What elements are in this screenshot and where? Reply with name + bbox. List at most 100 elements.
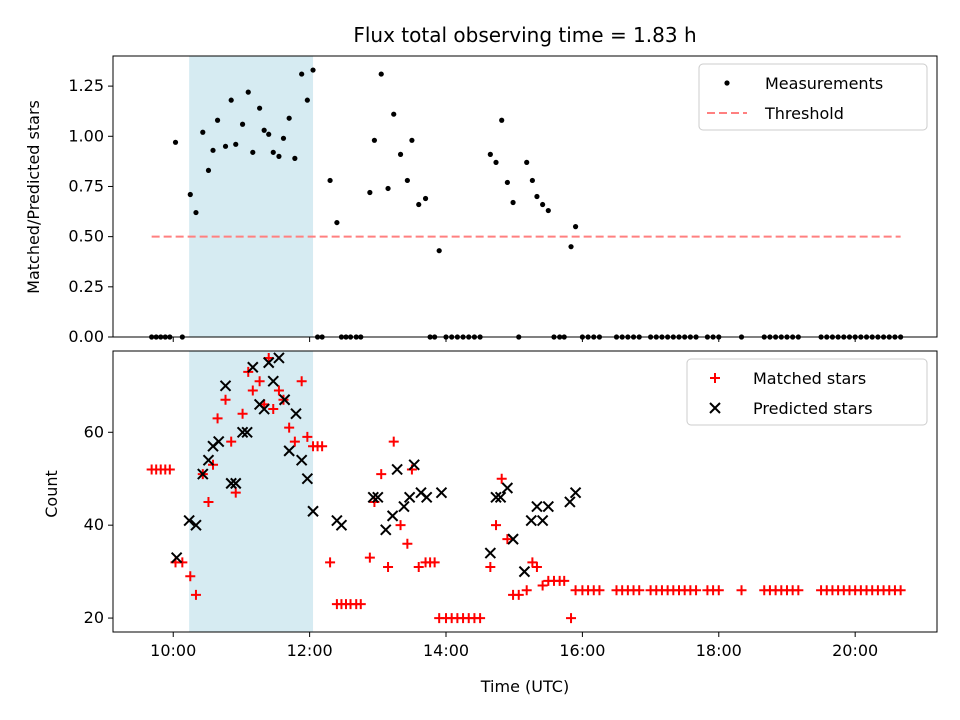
data-point: [307, 505, 319, 517]
data-point: [367, 189, 373, 196]
data-point: [280, 135, 287, 141]
data-point: [568, 244, 574, 250]
legend-box: [686, 358, 928, 426]
data-point: [501, 482, 514, 494]
data-point: [200, 129, 206, 135]
x-tick-label: 12:00: [287, 641, 333, 660]
data-point: [372, 491, 384, 504]
data-point: [388, 436, 399, 447]
bottom-axes-frame: [112, 350, 938, 633]
data-point: [391, 463, 403, 476]
data-point: [507, 533, 519, 545]
y-tick-label: 40: [84, 515, 104, 534]
data-point: [190, 589, 201, 600]
data-point: [493, 159, 499, 165]
data-point: [391, 111, 397, 117]
data-point: [499, 117, 505, 123]
data-point: [183, 514, 195, 527]
bottom-series-predicted-stars: [170, 352, 582, 578]
data-point: [691, 585, 702, 596]
data-point: [187, 191, 193, 198]
data-point: [273, 352, 285, 364]
data-point: [247, 361, 259, 373]
data-point: [190, 519, 202, 531]
data-point: [559, 575, 570, 586]
data-point: [334, 219, 340, 226]
data-point: [376, 469, 387, 480]
data-point: [250, 149, 256, 155]
data-point: [527, 557, 538, 568]
data-point: [397, 151, 404, 157]
data-point: [299, 71, 305, 77]
legend-marker: [710, 373, 720, 383]
data-point: [736, 585, 747, 596]
data-point: [268, 404, 279, 415]
data-point: [222, 143, 229, 149]
data-point: [327, 177, 333, 184]
data-point: [193, 209, 199, 216]
data-point: [185, 571, 196, 582]
data-point: [404, 177, 410, 184]
data-point: [325, 557, 336, 568]
data-point: [258, 403, 270, 415]
top-y-axis-label: Matched/Predicted stars: [24, 100, 43, 294]
data-point: [296, 376, 307, 387]
x-tick-label: 20:00: [832, 641, 878, 660]
data-point: [504, 179, 510, 186]
data-point: [230, 477, 242, 490]
data-point: [435, 486, 448, 499]
data-point: [371, 137, 378, 143]
bottom-series-matched-stars: [146, 352, 906, 624]
data-point: [408, 459, 420, 471]
data-point: [317, 441, 328, 452]
data-point: [214, 117, 221, 123]
data-point: [302, 431, 313, 442]
data-point: [494, 491, 507, 504]
legend-marker: [724, 80, 730, 86]
data-point: [220, 394, 231, 405]
data-point: [236, 426, 249, 438]
data-point: [237, 408, 248, 419]
data-point: [289, 436, 300, 447]
data-point: [301, 473, 314, 485]
data-point: [564, 496, 576, 508]
data-point: [518, 565, 531, 578]
data-point: [402, 538, 413, 549]
data-point: [545, 207, 551, 214]
data-point: [267, 375, 279, 387]
data-point: [261, 127, 267, 133]
data-point: [542, 500, 555, 513]
legend-label: Threshold: [764, 104, 844, 123]
data-point: [219, 380, 232, 392]
data-point: [529, 177, 535, 184]
data-point: [292, 155, 298, 161]
data-point: [416, 201, 422, 208]
top-panel: 0.00 0.25 0.50 0.75 1.00 1.25 Measurements Thre…: [68, 55, 938, 346]
data-point: [286, 115, 292, 121]
data-point: [278, 394, 291, 406]
data-point: [202, 454, 215, 466]
data-point: [205, 167, 212, 174]
bottom-highlight-span: [189, 351, 314, 632]
data-point: [273, 385, 284, 396]
top-axes-frame: [112, 55, 938, 338]
data-point: [634, 585, 645, 596]
data-point: [422, 195, 429, 202]
data-point: [386, 510, 399, 522]
data-point: [270, 149, 276, 155]
data-point: [713, 585, 724, 596]
data-point: [367, 491, 379, 504]
data-point: [429, 557, 440, 568]
data-point: [540, 201, 546, 208]
data-point: [409, 137, 415, 143]
x-tick-label: 16:00: [559, 641, 605, 660]
data-point: [895, 585, 906, 596]
data-point: [536, 514, 549, 527]
x-tick-label: 10:00: [150, 641, 196, 660]
data-point: [266, 131, 272, 137]
y-tick-label: 60: [84, 422, 104, 441]
data-point: [496, 473, 507, 484]
data-point: [295, 454, 308, 466]
data-point: [212, 435, 225, 448]
data-point: [398, 500, 410, 513]
